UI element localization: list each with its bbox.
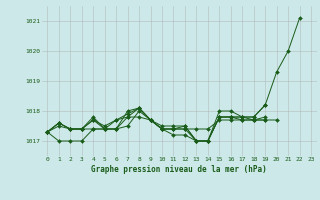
X-axis label: Graphe pression niveau de la mer (hPa): Graphe pression niveau de la mer (hPa) bbox=[91, 165, 267, 174]
